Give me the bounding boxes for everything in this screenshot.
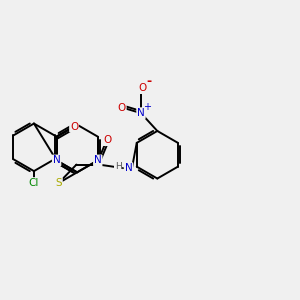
Text: O: O [70, 122, 78, 131]
Text: O: O [103, 135, 112, 145]
Text: S: S [55, 178, 62, 188]
Text: N: N [94, 155, 102, 165]
Text: N: N [137, 108, 145, 118]
Text: O: O [138, 83, 147, 93]
Text: Cl: Cl [29, 178, 39, 188]
Text: O: O [118, 103, 126, 113]
Text: +: + [143, 102, 152, 112]
Text: H: H [115, 162, 122, 171]
Text: -: - [147, 75, 152, 88]
Text: N: N [53, 155, 61, 165]
Text: N: N [124, 163, 132, 173]
